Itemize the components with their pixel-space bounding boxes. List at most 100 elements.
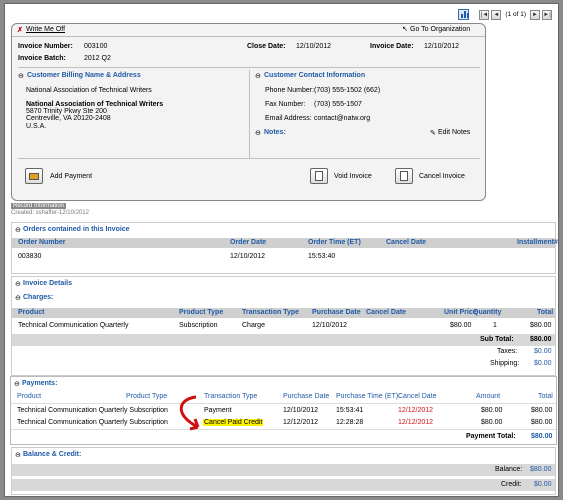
add-payment-button[interactable]: Add Payment <box>50 173 93 180</box>
billing-country: U.S.A. <box>26 123 47 130</box>
first-page-button[interactable]: |◄ <box>479 9 490 20</box>
write-off-icon: ✗ <box>17 27 23 34</box>
col-quantity[interactable]: Quantity <box>473 309 502 316</box>
credit-value: $0.00 <box>534 481 552 488</box>
contact-collapse-icon[interactable]: ⊖ <box>255 73 261 80</box>
payment-transaction-type-highlighted: Cancel Paid Credit <box>203 419 264 426</box>
billing-name: National Association of Technical Writer… <box>26 87 152 94</box>
balance-collapse-icon[interactable]: ⊖ <box>15 452 21 459</box>
col-purchase-date[interactable]: Purchase Date <box>312 309 361 316</box>
fax-value: (703) 555-1507 <box>314 101 362 108</box>
shipping-value: $0.00 <box>534 360 552 367</box>
col-cancel-date[interactable]: Cancel Date <box>398 393 437 400</box>
curved-arrow-icon <box>179 395 200 431</box>
balance-label: Balance: <box>495 466 523 473</box>
subtotal-value: $80.00 <box>530 336 552 343</box>
col-total[interactable]: Total <box>537 309 554 316</box>
payment-purchase-date: 12/12/2012 <box>283 419 319 426</box>
go-to-org-link[interactable]: Go To Organization <box>410 26 471 33</box>
col-transaction-type[interactable]: Transaction Type <box>204 393 258 400</box>
billing-collapse-icon[interactable]: ⊖ <box>18 73 24 80</box>
col-product[interactable]: Product <box>17 393 42 400</box>
void-invoice-button[interactable]: Void Invoice <box>334 173 372 180</box>
payment-total-value: $80.00 <box>531 433 553 440</box>
go-to-org-icon: ↖ <box>402 26 408 33</box>
details-collapse-icon[interactable]: ⊖ <box>15 281 21 288</box>
edit-notes-link[interactable]: Edit Notes <box>438 129 471 136</box>
close-date-value: 12/10/2012 <box>296 43 332 50</box>
table-row[interactable]: Technical Communication Quarterly Subscr… <box>11 418 556 428</box>
phone-label: Phone Number: <box>265 87 315 94</box>
orders-section: ⊖ Orders contained in this Invoice Order… <box>11 222 558 274</box>
balance-value: $80.00 <box>530 466 552 473</box>
record-information-tab[interactable]: Record Information <box>11 203 67 209</box>
edit-notes-icon: ✎ <box>430 130 436 137</box>
add-payment-icon[interactable] <box>25 168 43 184</box>
table-row[interactable]: 003830 12/10/2012 15:53:40 <box>12 252 555 262</box>
table-row[interactable]: Technical Communication Quarterly Subscr… <box>12 321 555 331</box>
invoice-batch-label: Invoice Batch: <box>18 55 66 62</box>
col-order-time[interactable]: Order Time (ET) <box>308 239 361 246</box>
created-info: Created: sshaffer-12/10/2012 <box>11 210 89 216</box>
table-row[interactable]: Technical Communication Quarterly Subscr… <box>11 406 556 416</box>
chart-icon[interactable] <box>458 9 470 20</box>
shipping-row: Shipping: $0.00 <box>12 359 555 369</box>
orders-header-row: Order Number Order Date Order Time (ET) … <box>12 238 558 248</box>
invoice-window: |◄ ◄ (1 of 1) ► ►| ✗ Write Me Off ↖ Go T… <box>4 3 559 497</box>
charges-header-row: Product Product Type Transaction Type Pu… <box>12 308 555 318</box>
col-cancel-date[interactable]: Cancel Date <box>386 239 427 246</box>
charge-purchase-date: 12/10/2012 <box>312 322 348 329</box>
payment-cancel-date: 12/12/2012 <box>398 419 434 426</box>
col-purchase-time[interactable]: Purchase Time (ET) <box>336 393 399 400</box>
taxes-row: Taxes: $0.00 <box>12 347 555 357</box>
col-order-date[interactable]: Order Date <box>230 239 267 246</box>
notes-collapse-icon[interactable]: ⊖ <box>255 130 261 137</box>
page-indicator: (1 of 1) <box>505 11 526 18</box>
pager: |◄ ◄ (1 of 1) ► ►| <box>458 9 552 20</box>
col-installment[interactable]: Installment# <box>517 239 558 246</box>
payment-total: $80.00 <box>531 419 553 426</box>
balance-row: Balance: $80.00 <box>12 464 555 476</box>
prev-page-button[interactable]: ◄ <box>491 9 502 20</box>
payments-collapse-icon[interactable]: ⊖ <box>14 381 20 388</box>
cancel-invoice-icon[interactable] <box>395 168 413 184</box>
invoice-number-value: 003100 <box>84 43 108 50</box>
payments-header-row: Product Product Type Transaction Type Pu… <box>11 392 556 402</box>
col-unit-price[interactable]: Unit Price <box>444 309 477 316</box>
email-value: contact@natw.org <box>314 115 371 122</box>
charge-product: Technical Communication Quarterly <box>18 322 129 329</box>
payment-total-label: Payment Total: <box>466 433 516 440</box>
phone-value: (703) 555-1502 (662) <box>314 87 381 94</box>
col-transaction-type[interactable]: Transaction Type <box>242 309 300 316</box>
payment-amount: $80.00 <box>481 419 503 426</box>
charges-collapse-icon[interactable]: ⊖ <box>15 295 21 302</box>
balance-title: Balance & Credit: <box>23 451 82 458</box>
record-information: Record Information Created: sshaffer-12/… <box>11 202 89 216</box>
col-amount[interactable]: Amount <box>476 393 501 400</box>
cancel-invoice-button[interactable]: Cancel Invoice <box>419 173 465 180</box>
col-product[interactable]: Product <box>18 309 45 316</box>
orders-collapse-icon[interactable]: ⊖ <box>15 227 21 234</box>
void-invoice-icon[interactable] <box>310 168 328 184</box>
order-date: 12/10/2012 <box>230 253 266 260</box>
email-label: Email Address: <box>265 115 312 122</box>
invoice-date-label: Invoice Date: <box>370 43 414 50</box>
col-product-type[interactable]: Product Type <box>126 393 168 400</box>
payment-cancel-date: 12/12/2012 <box>398 407 434 414</box>
fax-label: Fax Number: <box>265 101 306 108</box>
col-product-type[interactable]: Product Type <box>179 309 224 316</box>
billing-title: Customer Billing Name & Address <box>27 72 141 79</box>
last-page-button[interactable]: ►| <box>542 9 552 20</box>
order-number[interactable]: 003830 <box>18 253 42 260</box>
payment-purchase-time: 15:53:41 <box>336 407 364 414</box>
col-purchase-date[interactable]: Purchase Date <box>283 393 330 400</box>
next-page-button[interactable]: ► <box>530 9 540 20</box>
col-order-number[interactable]: Order Number <box>18 239 66 246</box>
col-total[interactable]: Total <box>538 393 553 400</box>
taxes-value: $0.00 <box>534 348 552 355</box>
charge-unit-price: $80.00 <box>450 322 472 329</box>
write-off-link[interactable]: Write Me Off <box>26 26 66 33</box>
col-cancel-date[interactable]: Cancel Date <box>366 309 407 316</box>
payment-product: Technical Communication Quarterly Subscr… <box>17 407 168 414</box>
contact-title: Customer Contact Information <box>264 72 366 79</box>
